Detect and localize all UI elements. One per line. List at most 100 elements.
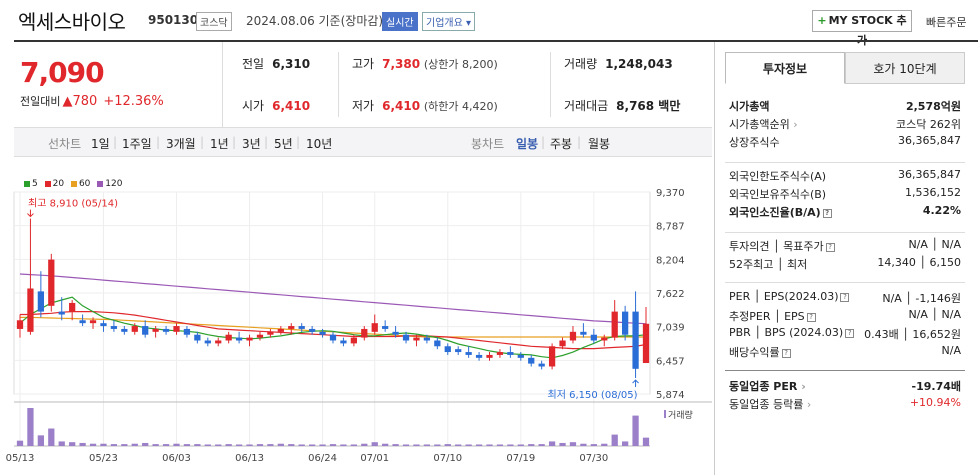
candle-body: [277, 328, 284, 332]
base-date: 2024.08.06 기준(장마감): [246, 14, 384, 28]
info-value: N/A │ N/A: [908, 238, 961, 251]
volume-bar: [632, 415, 639, 446]
x-tick-label: 07/30: [579, 453, 608, 464]
candle-body: [79, 320, 86, 324]
volume-bar: [423, 444, 431, 446]
ma5-label: 5: [32, 179, 38, 189]
volume-bar: [517, 444, 524, 446]
volume-bar: [413, 444, 420, 446]
tab-5y[interactable]: 5년: [274, 137, 293, 151]
volume-bar: [392, 444, 399, 446]
x-tick-label: 05/23: [89, 453, 118, 464]
volume-bar: [507, 444, 514, 446]
help-icon[interactable]: ?: [840, 292, 850, 302]
open-value: 6,410: [272, 99, 311, 113]
help-icon[interactable]: ?: [822, 208, 832, 218]
change-label: 전일대비: [20, 95, 61, 108]
volume-bar: [16, 440, 24, 446]
tab-line-chart[interactable]: 선차트: [48, 137, 82, 151]
volume-bar: [267, 444, 274, 446]
tab-monthly[interactable]: 월봉: [588, 137, 611, 151]
info-value: +10.94%: [909, 396, 961, 409]
volume-bar: [69, 442, 76, 446]
info-row: 외국인소진율(B/A)? 4.22%: [729, 204, 961, 222]
tab-1w[interactable]: 1주일: [122, 137, 152, 151]
volume-bar: [48, 428, 55, 446]
volume-bar: [402, 444, 410, 446]
volume-bar: [569, 442, 577, 446]
tab-divider: |: [156, 135, 161, 149]
candle-body: [48, 259, 55, 306]
candle-body: [622, 311, 629, 335]
tab-weekly[interactable]: 주봉: [550, 137, 573, 151]
info-label: PER │ EPS(2024.03)?: [729, 290, 850, 303]
x-tick-label: 07/10: [433, 453, 462, 464]
help-icon[interactable]: ?: [845, 328, 855, 338]
candle-body: [142, 326, 149, 335]
market-badge: 코스닥: [196, 12, 232, 31]
stock-name: 엑세스바이오: [18, 10, 126, 34]
info-row: 투자의견 │ 목표주가? N/A │ N/A: [729, 238, 961, 256]
info-row: 시가총액순위 › 코스닥 262위: [729, 116, 961, 134]
help-icon[interactable]: ?: [781, 348, 791, 358]
open-label: 시가: [242, 99, 265, 113]
tab-divider: |: [296, 135, 301, 149]
tab-invest-info[interactable]: 투자정보: [725, 52, 845, 84]
volume-bar: [162, 444, 170, 446]
price-chart[interactable]: 9,370 8,787 8,204 7,622 7,039 6,457 5,874 05/13…: [0, 0, 712, 475]
high-annotation: 최고 8,910 (05/14): [28, 198, 118, 210]
help-icon[interactable]: ?: [806, 312, 816, 322]
ma60-label: 60: [78, 179, 91, 189]
info-label: 배당수익률?: [729, 344, 791, 360]
summary-volume: 거래량 1,248,043: [564, 55, 673, 72]
candle-body: [235, 337, 243, 341]
volume-bar: [121, 444, 128, 446]
volume-bar: [142, 442, 149, 446]
candle-body: [517, 354, 524, 358]
y-tick-label: 8,204: [656, 255, 685, 266]
tab-10y[interactable]: 10년: [306, 137, 333, 151]
volume-bar: [204, 444, 211, 446]
high-arrow-icon: [27, 209, 34, 218]
lower-limit: (하한가 4,420): [423, 100, 498, 113]
volume-bar: [183, 444, 191, 446]
add-mystock-button[interactable]: + MY STOCK 추가: [812, 10, 912, 47]
volume-value: 1,248,043: [605, 57, 673, 71]
tab-3m[interactable]: 3개월: [166, 137, 196, 151]
volume-bar: [79, 442, 86, 446]
info-row: 추정PER │ EPS? N/A │ N/A: [729, 308, 961, 326]
candle-body: [371, 323, 378, 332]
volume-bar: [528, 444, 535, 446]
tab-daily[interactable]: 일봉: [516, 137, 539, 151]
info-value: 36,365,847: [898, 134, 961, 147]
info-label: PBR │ BPS (2024.03)?: [729, 326, 855, 339]
info-label[interactable]: 동일업종 등락률 ›: [729, 398, 812, 411]
volume-bar: [601, 443, 608, 446]
quick-order-link[interactable]: 빠른주문: [926, 16, 967, 29]
tab-3y[interactable]: 3년: [242, 137, 261, 151]
summary-prev: 전일 6,310: [242, 55, 310, 72]
tab-1y[interactable]: 1년: [210, 137, 229, 151]
info-label: 외국인소진율(B/A)?: [729, 204, 832, 220]
volume-bar: [340, 444, 347, 446]
realtime-button[interactable]: 실시간: [382, 12, 418, 31]
volume-bar: [235, 444, 243, 446]
candle-body: [392, 331, 399, 335]
plus-icon: +: [817, 14, 827, 27]
help-icon[interactable]: ?: [825, 242, 835, 252]
volume-bar: [622, 441, 629, 446]
company-info-dropdown[interactable]: 기업개요 ▾: [422, 12, 475, 31]
info-label: 추정PER │ EPS?: [729, 308, 816, 324]
volume-bar: [27, 408, 34, 446]
tab-hoga[interactable]: 호가 10단계: [845, 52, 965, 84]
upper-limit: (상한가 8,200): [423, 58, 498, 71]
summary-divider: [222, 42, 223, 127]
info-label[interactable]: 동일업종 PER ›: [729, 380, 806, 393]
tab-candle-chart[interactable]: 봉차트: [471, 137, 505, 151]
x-tick-label: 06/24: [308, 453, 337, 464]
info-label[interactable]: 시가총액순위 ›: [729, 118, 798, 131]
amount-label: 거래대금: [564, 99, 609, 113]
tab-1d[interactable]: 1일: [91, 137, 110, 151]
candle-body: [183, 328, 191, 335]
y-tick-label: 9,370: [656, 188, 685, 199]
